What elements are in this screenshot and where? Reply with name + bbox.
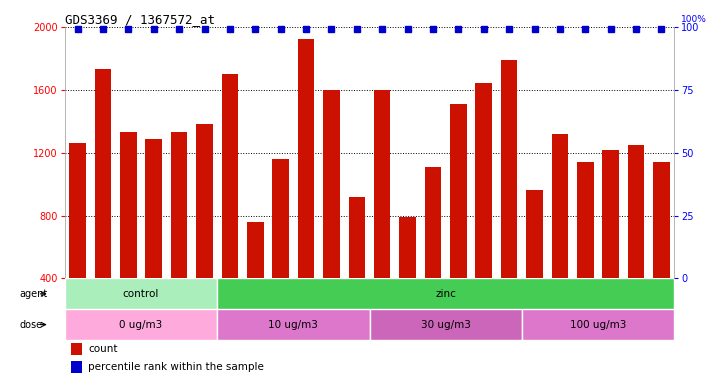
Bar xyxy=(348,197,365,341)
Bar xyxy=(273,159,289,341)
Bar xyxy=(522,309,674,340)
Bar xyxy=(552,134,568,341)
Bar xyxy=(298,40,314,341)
Bar xyxy=(475,83,492,341)
Text: count: count xyxy=(88,344,118,354)
Text: 100%: 100% xyxy=(681,15,707,24)
Bar xyxy=(71,361,82,373)
Bar xyxy=(94,70,111,341)
Bar xyxy=(196,124,213,341)
Text: control: control xyxy=(123,289,159,299)
Bar xyxy=(603,149,619,341)
Bar xyxy=(120,132,136,341)
Text: zinc: zinc xyxy=(435,289,456,299)
Text: dose: dose xyxy=(19,319,43,329)
Bar xyxy=(146,139,162,341)
Text: agent: agent xyxy=(19,289,48,299)
Text: GDS3369 / 1367572_at: GDS3369 / 1367572_at xyxy=(65,13,215,26)
Bar xyxy=(501,60,518,341)
Bar xyxy=(628,145,645,341)
Bar xyxy=(217,309,369,340)
Bar xyxy=(171,132,187,341)
Bar xyxy=(369,309,522,340)
Bar xyxy=(653,162,670,341)
Bar xyxy=(450,104,466,341)
Bar xyxy=(577,162,593,341)
Text: 10 ug/m3: 10 ug/m3 xyxy=(268,319,318,329)
Bar xyxy=(217,278,674,309)
Text: 100 ug/m3: 100 ug/m3 xyxy=(570,319,626,329)
Bar xyxy=(221,74,238,341)
Bar xyxy=(425,167,441,341)
Bar xyxy=(65,278,217,309)
Bar xyxy=(65,309,217,340)
Text: 30 ug/m3: 30 ug/m3 xyxy=(421,319,471,329)
Bar xyxy=(69,143,86,341)
Bar xyxy=(71,343,82,354)
Bar xyxy=(323,90,340,341)
Bar xyxy=(526,190,543,341)
Bar xyxy=(374,90,391,341)
Text: 0 ug/m3: 0 ug/m3 xyxy=(120,319,163,329)
Bar xyxy=(247,222,264,341)
Text: percentile rank within the sample: percentile rank within the sample xyxy=(88,362,264,372)
Bar xyxy=(399,217,416,341)
